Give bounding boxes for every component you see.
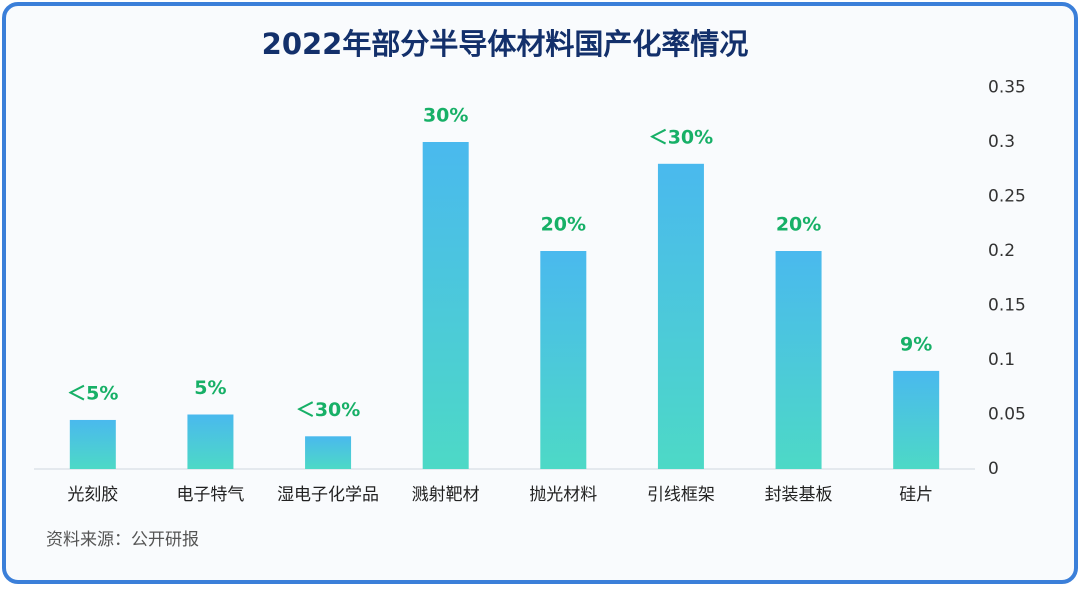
bar — [187, 414, 234, 469]
source-note: 资料来源：公开研报 — [46, 530, 199, 550]
y-tick-label: 0 — [988, 459, 999, 479]
x-tick-label: 封装基板 — [765, 485, 833, 505]
x-tick-label: 光刻胶 — [67, 485, 118, 505]
bar — [775, 251, 822, 469]
x-tick-label: 抛光材料 — [529, 485, 597, 505]
chart-title: 2022年部分半导体材料国产化率情况 — [262, 27, 749, 61]
y-tick-label: 0.05 — [988, 405, 1026, 425]
value-label: 20% — [541, 214, 586, 236]
value-label: ＜30% — [296, 399, 360, 421]
y-tick-label: 0.1 — [988, 350, 1015, 370]
x-tick-label: 溅射靶材 — [412, 485, 480, 505]
value-label: ＜30% — [649, 126, 713, 148]
y-tick-label: 0.2 — [988, 241, 1015, 261]
y-tick-label: 0.3 — [988, 132, 1015, 152]
x-tick-label: 硅片 — [899, 485, 933, 505]
bar — [657, 163, 704, 470]
bar — [69, 419, 116, 469]
x-tick-label: 电子特气 — [176, 485, 244, 505]
value-label: 9% — [900, 333, 932, 355]
value-label: ＜5% — [67, 382, 118, 404]
y-tick-label: 0.15 — [988, 296, 1026, 316]
value-label: 5% — [194, 377, 226, 399]
bar — [893, 370, 940, 469]
y-tick-label: 0.35 — [988, 78, 1026, 98]
bar — [422, 142, 469, 469]
bar — [540, 251, 587, 469]
y-tick-label: 0.25 — [988, 187, 1026, 207]
bar — [305, 436, 352, 469]
x-tick-label: 湿电子化学品 — [277, 485, 379, 505]
x-tick-label: 引线框架 — [647, 485, 715, 505]
value-label: 20% — [776, 214, 821, 236]
value-label: 30% — [423, 105, 468, 127]
